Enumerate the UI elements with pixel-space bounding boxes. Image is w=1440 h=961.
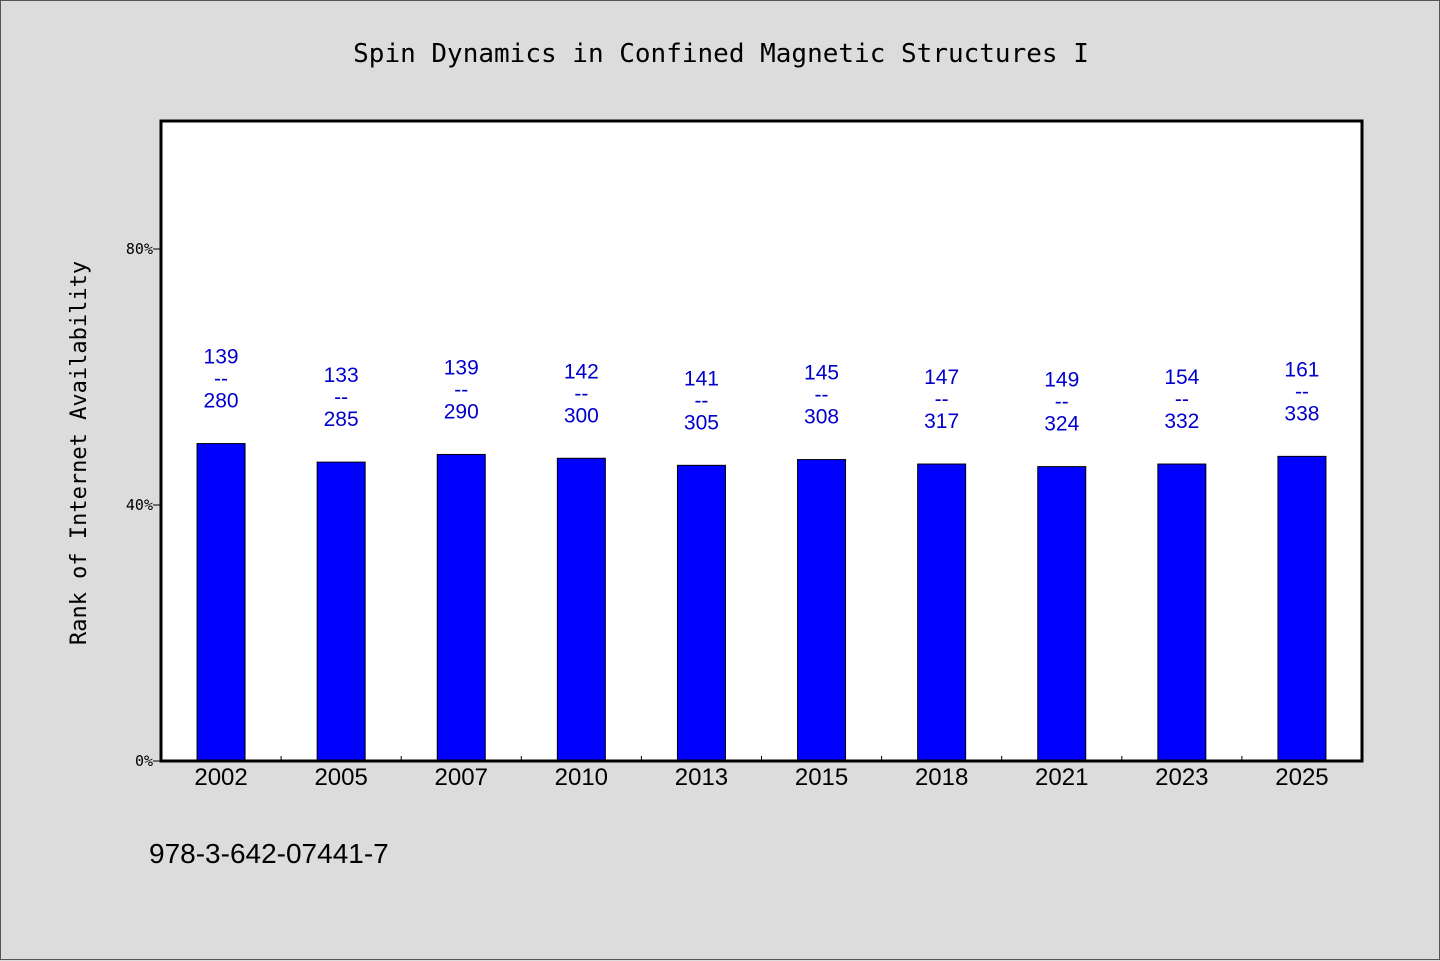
bar-2010: [556, 457, 606, 762]
bars-layer: [196, 443, 1327, 762]
data-label-2013-line1: 141: [684, 367, 719, 390]
bar-2002: [196, 443, 246, 762]
bar-2015: [797, 459, 847, 762]
data-label-2023-line3: 332: [1164, 410, 1199, 433]
data-labels-layer: 139--280133--285139--290142--300141--305…: [204, 346, 1320, 436]
data-label-2015-line1: 145: [804, 362, 839, 385]
bar-2021: [1037, 466, 1087, 762]
data-label-2010-line1: 142: [564, 360, 599, 383]
data-label-2015-line2: --: [815, 384, 829, 407]
x-tick-label-2025: 2025: [1275, 764, 1328, 791]
bar-2018: [917, 463, 967, 762]
bar-2007: [436, 453, 486, 762]
data-label-2023-line1: 154: [1164, 366, 1199, 389]
y-axis-label: Rank of Internet Availability: [67, 261, 92, 645]
y-tick-label: 80%: [126, 240, 153, 258]
x-tick-label-2007: 2007: [435, 764, 488, 791]
data-label-2013-line2: --: [694, 389, 708, 412]
x-tick-label-2023: 2023: [1155, 764, 1208, 791]
isbn-label: 978-3-642-07441-7: [149, 838, 389, 869]
x-tick-label-2010: 2010: [555, 764, 608, 791]
data-label-2002-line3: 280: [204, 390, 239, 413]
x-tick-label-2013: 2013: [675, 764, 728, 791]
data-label-2007-line3: 290: [444, 400, 479, 423]
data-label-2007-line2: --: [454, 378, 468, 401]
x-tick-label-2015: 2015: [795, 764, 848, 791]
data-label-2025-line3: 338: [1284, 402, 1319, 425]
chart-title: Spin Dynamics in Confined Magnetic Struc…: [353, 39, 1089, 69]
data-label-2007-line1: 139: [444, 356, 479, 379]
data-label-2021-line1: 149: [1044, 369, 1079, 392]
x-tick-label-2002: 2002: [194, 764, 247, 791]
data-label-2023-line2: --: [1175, 388, 1189, 411]
data-label-2021-line2: --: [1055, 391, 1069, 414]
data-label-2021-line3: 324: [1044, 413, 1079, 436]
data-label-2018-line1: 147: [924, 366, 959, 389]
plot-frame: [159, 119, 1364, 763]
data-label-2013-line3: 305: [684, 411, 719, 434]
data-label-2025-line1: 161: [1284, 358, 1319, 381]
data-label-2010-line2: --: [574, 382, 588, 405]
x-tick-label-2018: 2018: [915, 764, 968, 791]
data-label-2015-line3: 308: [804, 406, 839, 429]
data-label-2005-line1: 133: [324, 364, 359, 387]
data-label-2002-line2: --: [214, 368, 228, 391]
data-label-2025-line2: --: [1295, 380, 1309, 403]
y-tick-label: 40%: [126, 496, 153, 514]
x-tick-label-2021: 2021: [1035, 764, 1088, 791]
data-label-2010-line3: 300: [564, 404, 599, 427]
bar-2023: [1157, 463, 1207, 762]
bar-2005: [316, 461, 366, 762]
data-label-2002-line1: 139: [204, 346, 239, 369]
y-tick-label: 0%: [135, 752, 153, 770]
data-label-2018-line2: --: [935, 388, 949, 411]
bar-2013: [676, 464, 726, 762]
data-label-2018-line3: 317: [924, 410, 959, 433]
axis-ticks-layer: 2002 2005 2007 2010 2013 2015 2018 2021 2023 2025…: [126, 240, 1329, 791]
data-label-2005-line3: 285: [324, 408, 359, 431]
x-tick-label-2005: 2005: [314, 764, 367, 791]
data-label-2005-line2: --: [334, 386, 348, 409]
bar-2025: [1277, 455, 1327, 762]
